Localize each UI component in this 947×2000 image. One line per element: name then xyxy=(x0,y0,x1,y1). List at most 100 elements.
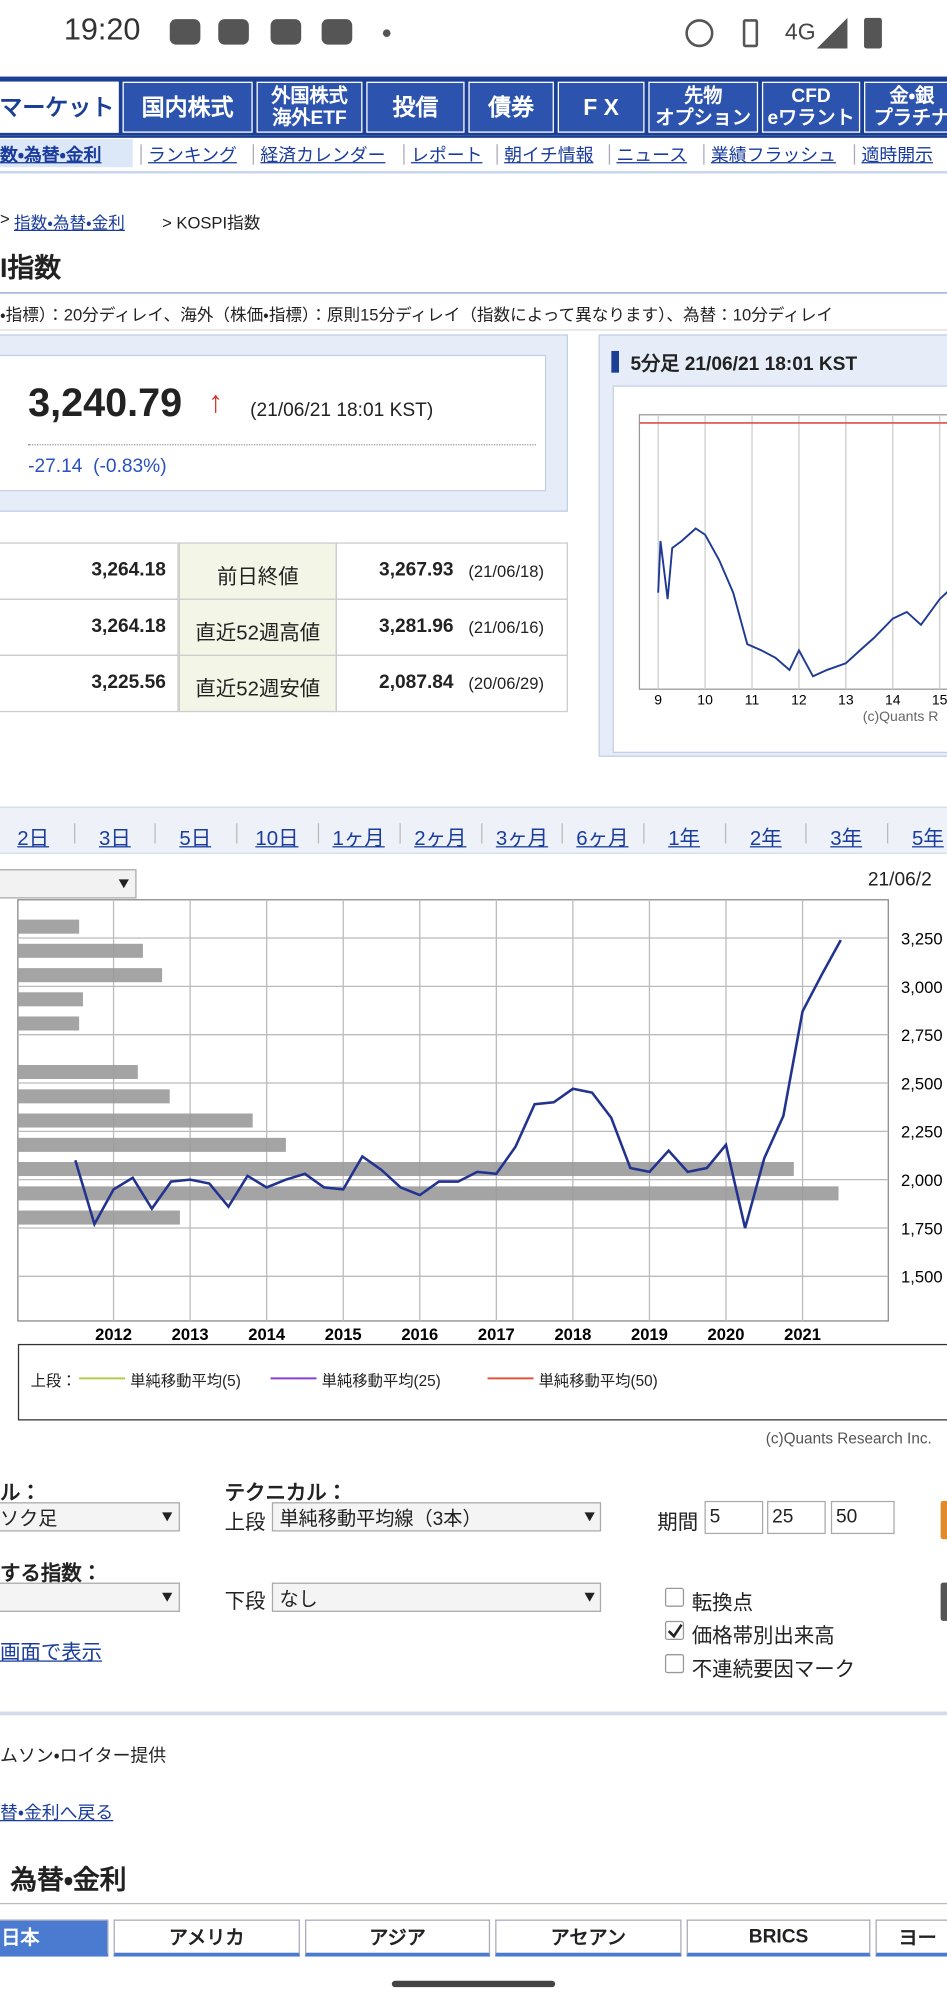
x-tick-label: 2014 xyxy=(248,1325,286,1344)
period-input[interactable] xyxy=(830,1500,895,1535)
x-tick-label: 2012 xyxy=(95,1325,132,1344)
link[interactable]: 替・金利へ戻る xyxy=(0,1802,114,1823)
sub-nav-link[interactable]: 朝イチ情報 xyxy=(504,144,594,165)
period-tab[interactable]: 2日 xyxy=(17,828,50,851)
sub-nav-link[interactable]: レポート xyxy=(410,144,483,165)
period-tab[interactable]: 5年 xyxy=(911,828,944,851)
select[interactable] xyxy=(0,1582,180,1612)
intraday-credit: (c)Quants R xyxy=(862,709,939,725)
nav-tab[interactable]: 金・銀 プラチナ xyxy=(864,81,947,133)
table-value: 3,281.96 xyxy=(379,615,454,637)
period-tab[interactable]: 1年 xyxy=(668,828,700,851)
sub-nav-link[interactable]: 数・為替・金利 xyxy=(0,144,102,165)
region-tab[interactable]: アメリカ xyxy=(113,1919,300,1957)
period-input[interactable] xyxy=(704,1500,764,1535)
button[interactable] xyxy=(940,1582,947,1621)
link[interactable]: 画面で表示 xyxy=(0,1642,103,1665)
region-tab[interactable]: BRICS xyxy=(686,1919,871,1957)
provider: ムソン・ロイター提供 xyxy=(0,1744,167,1766)
nav-tab[interactable]: 先物 オプション xyxy=(648,81,759,133)
nav-tab[interactable]: 債券 xyxy=(468,81,554,133)
volume-profile-bar xyxy=(17,1113,253,1128)
x-tick-label: 2015 xyxy=(325,1325,362,1344)
period-tab[interactable]: 6ヶ月 xyxy=(576,828,629,851)
period-tab[interactable]: 1ヶ月 xyxy=(332,828,385,851)
select[interactable] xyxy=(0,1502,180,1532)
period-tab[interactable]: 3年 xyxy=(830,828,863,851)
sub-nav-link[interactable]: 適時開示 xyxy=(861,144,933,165)
dropdown-arrow xyxy=(584,1512,595,1522)
price-line xyxy=(74,939,842,1229)
intraday-title: 5分足 21/06/21 18:01 KST xyxy=(630,353,858,376)
period-divider xyxy=(399,823,401,844)
x-tick-label: 2013 xyxy=(172,1325,209,1344)
vibrate-icon xyxy=(742,19,759,48)
volume-profile-bar xyxy=(17,968,163,983)
region-tab[interactable]: 日本 xyxy=(0,1919,109,1957)
sub-nav-divider xyxy=(853,144,856,165)
volume-profile-bar xyxy=(17,1137,286,1152)
period-tab[interactable]: 10日 xyxy=(255,828,299,851)
label: 上段 xyxy=(224,1512,266,1535)
sub-nav-link[interactable]: 経済カレンダー xyxy=(260,144,386,165)
period-tab[interactable]: 3ヶ月 xyxy=(495,828,549,851)
table-cell xyxy=(335,654,568,713)
table-value: 3,267.93 xyxy=(379,559,454,581)
legend-prefix: 上段： xyxy=(30,1372,77,1390)
sub-nav-link[interactable]: ランキング xyxy=(148,144,237,165)
nav-tab[interactable]: F X xyxy=(557,81,645,133)
period-value: 5 xyxy=(709,1506,721,1528)
table-value: 3,264.18 xyxy=(91,615,166,637)
dropdown-arrow xyxy=(118,879,129,889)
label: する指数： xyxy=(0,1563,103,1586)
period-input[interactable] xyxy=(767,1500,826,1535)
checkbox[interactable] xyxy=(664,1620,685,1641)
select[interactable] xyxy=(271,1582,602,1612)
period-value: 50 xyxy=(835,1506,858,1528)
period-divider xyxy=(561,823,563,844)
period-tab[interactable]: 2ヶ月 xyxy=(414,828,467,851)
region-tab[interactable]: ヨー xyxy=(875,1919,947,1957)
checkbox[interactable] xyxy=(664,1587,685,1607)
region-tab[interactable]: アジア xyxy=(305,1919,491,1957)
volume-profile-bar xyxy=(17,1162,794,1177)
section-rule xyxy=(0,1902,947,1905)
nav-tab[interactable]: 投信 xyxy=(366,81,465,133)
y-tick-label: 2,000 xyxy=(901,1171,943,1190)
nav-tab[interactable]: 外国株式 海外ETF xyxy=(256,81,363,133)
sub-nav-link[interactable]: 業績フラッシュ xyxy=(710,144,836,165)
quote-price: 3,240.79 xyxy=(28,380,183,426)
legend-label: 単純移動平均(25) xyxy=(321,1372,441,1390)
period-divider xyxy=(481,823,483,844)
breadcrumb-link[interactable]: 指数・為替・金利 xyxy=(14,213,125,233)
select[interactable] xyxy=(271,1502,602,1532)
table-date: (21/06/16) xyxy=(468,617,545,637)
x-tick-label: 2020 xyxy=(708,1325,745,1344)
sub-nav-divider xyxy=(703,144,705,165)
region-tab[interactable]: アセアン xyxy=(495,1919,682,1957)
dropdown-arrow xyxy=(162,1512,173,1522)
nav-tab[interactable]: マーケット xyxy=(0,81,119,133)
chart-select[interactable] xyxy=(0,869,137,899)
volume-profile-bar xyxy=(17,992,83,1007)
table-label-cell xyxy=(178,654,337,713)
nav-tab[interactable]: CFD eワラント xyxy=(761,81,861,133)
sub-nav-divider xyxy=(403,144,405,165)
y-tick-label: 1,750 xyxy=(901,1219,943,1238)
separator xyxy=(0,1711,947,1716)
button[interactable] xyxy=(940,1500,947,1540)
period-divider xyxy=(643,823,645,844)
period-tab[interactable]: 5日 xyxy=(179,828,212,851)
intraday-inner xyxy=(612,385,947,754)
checkbox[interactable] xyxy=(664,1654,685,1674)
table-label: 直近52週安値 xyxy=(195,678,321,701)
period-tab[interactable]: 3日 xyxy=(98,828,131,851)
battery-icon xyxy=(864,17,882,49)
period-tab[interactable]: 2年 xyxy=(749,828,782,851)
sub-nav-link[interactable]: ニュース xyxy=(616,144,688,165)
sub-nav-active xyxy=(0,139,133,168)
nav-tab[interactable]: 国内株式 xyxy=(122,81,253,133)
sub-nav-divider xyxy=(608,144,611,165)
